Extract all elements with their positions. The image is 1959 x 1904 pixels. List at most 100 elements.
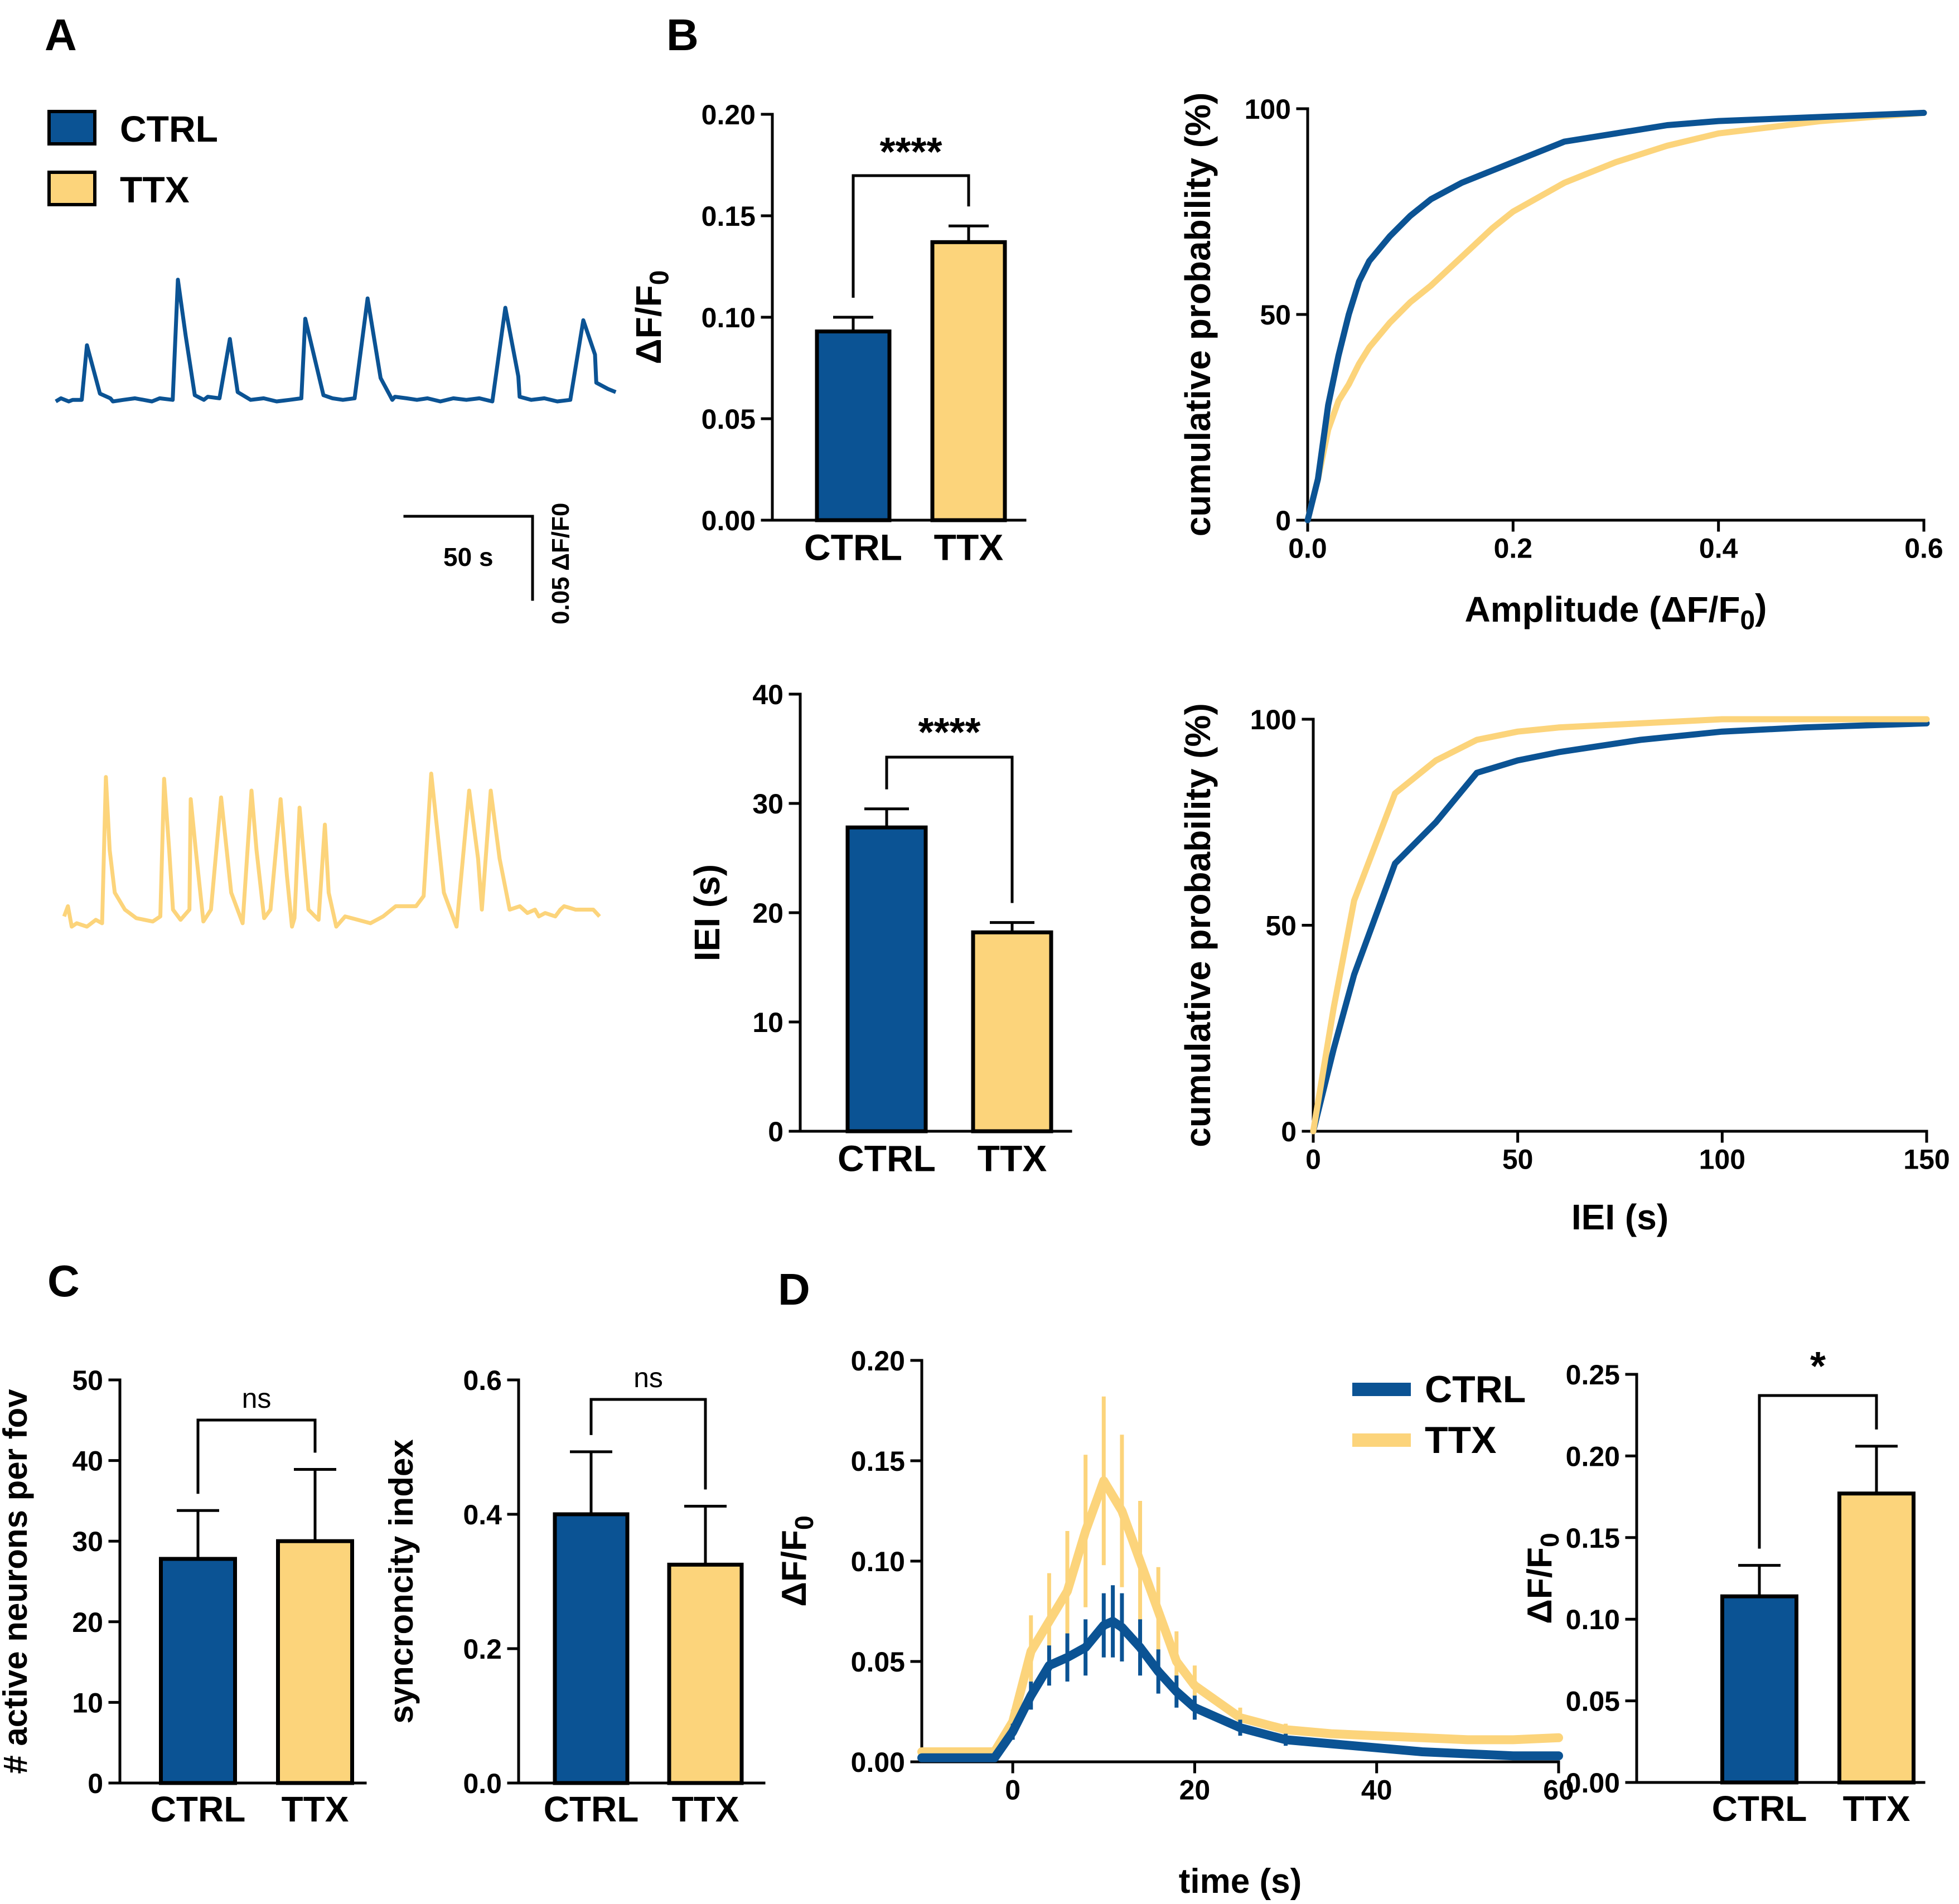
d_avg-y-axis-label: ΔF/F0 xyxy=(775,1515,819,1606)
legend-d-ctrl-label: CTRL xyxy=(1425,1368,1526,1411)
panel-label-b: B xyxy=(666,10,699,60)
d_avg-y-tick-label: 0.15 xyxy=(851,1446,905,1477)
c_active-bar-ttx xyxy=(276,1539,354,1785)
c_sync-y-tick-label: 0.0 xyxy=(463,1768,502,1799)
d_avg-y-tick-label: 0.05 xyxy=(851,1646,905,1678)
d_avg-y-tick-label: 0.20 xyxy=(851,1345,905,1377)
c_sync-y-axis-label: syncroncity index xyxy=(383,1439,420,1723)
b_amp_cdf-y-tick-label: 100 xyxy=(1245,94,1291,125)
b_iei_cdf-chart: 0 50 100 0 50 100 150 IEI (s) cumulative probabi… xyxy=(1178,703,1950,1237)
c_sync-y-tick-label: 0.2 xyxy=(463,1634,502,1665)
d_avg-x-tick-label: 60 xyxy=(1543,1775,1574,1806)
d_avg-chart: 0.00 0.05 0.10 0.15 0.20 0 20 40 60 time (s) ΔF/F0 xyxy=(775,1345,1574,1901)
d_bar-category-label: CTRL xyxy=(1712,1789,1807,1829)
c_active-y-tick-label: 10 xyxy=(72,1687,103,1718)
b_amp_cdf-chart: 0 50 100 0.0 0.2 0.4 0.6 Amplitude (ΔF/F0) cumul… xyxy=(1178,93,1943,636)
legend-a-ctrl-swatch xyxy=(47,110,96,146)
d_bar-y-tick-label: 0.10 xyxy=(1566,1604,1620,1635)
d_avg-series-ttx xyxy=(917,1476,1563,1756)
b_iei_bar-significance-bracket xyxy=(885,755,1014,903)
c_active-y-tick-label: 30 xyxy=(72,1526,103,1557)
c_active-y-tick-label: 40 xyxy=(72,1446,103,1477)
c_sync-chart: 0.0 0.2 0.4 0.6 CTRL TTX ns syncroncity index xyxy=(383,1362,766,1829)
scale-bar: 50 s 0.05 ΔF/F0 xyxy=(403,503,574,624)
trace-ttx xyxy=(62,772,601,929)
d_avg-x-tick-label: 20 xyxy=(1179,1775,1211,1806)
b_iei_cdf-x-tick-label: 50 xyxy=(1502,1144,1534,1175)
scale-bar-time-label: 50 s xyxy=(443,542,494,571)
d_bar-bar-ttx xyxy=(1837,1491,1916,1785)
b_amp_cdf-y-tick-label: 50 xyxy=(1260,299,1291,331)
b_amp_bar-y-tick-label: 0.00 xyxy=(702,505,756,536)
d_avg-y-tick-label: 0.10 xyxy=(851,1546,905,1577)
b_iei_cdf-y-tick-label: 50 xyxy=(1265,910,1297,942)
c_sync-category-label: TTX xyxy=(672,1789,739,1829)
b_amp_cdf-y-axis-label: cumulative probability (%) xyxy=(1178,93,1218,537)
c_sync-bar-ctrl xyxy=(553,1512,630,1785)
b_amp_cdf-x-tick-label: 0.6 xyxy=(1904,533,1943,564)
b_iei_cdf-x-tick-label: 150 xyxy=(1903,1144,1950,1175)
panel-label-a: A xyxy=(45,10,77,60)
panel-label-c: C xyxy=(47,1256,80,1306)
legend-d-ttx-label: TTX xyxy=(1425,1419,1496,1461)
c_sync-significance-label: ns xyxy=(633,1362,663,1393)
d_avg-x-tick-label: 0 xyxy=(1005,1775,1020,1806)
legend-a-ttx-swatch xyxy=(47,171,96,206)
c_active-y-tick-label: 50 xyxy=(72,1365,103,1396)
c_active-category-label: TTX xyxy=(282,1789,349,1829)
b_iei_bar-significance-label: **** xyxy=(918,710,980,755)
d_bar-y-tick-label: 0.25 xyxy=(1566,1359,1620,1391)
b_iei_bar-chart: 0 10 20 30 40 CTRL TTX **** IEI (s) xyxy=(687,679,1072,1179)
d_avg-series-ctrl xyxy=(917,1617,1563,1762)
b_iei_bar-y-tick-label: 20 xyxy=(752,898,783,929)
b_iei_cdf-y-axis-label: cumulative probability (%) xyxy=(1178,703,1218,1147)
d_bar-y-tick-label: 0.05 xyxy=(1566,1686,1620,1717)
legend-d: CTRL TTX xyxy=(1352,1368,1526,1461)
scale-bar-lines xyxy=(403,515,534,601)
legend-a-ctrl-label: CTRL xyxy=(120,108,218,149)
c_active-y-tick-label: 20 xyxy=(72,1607,103,1638)
c_active-significance-label: ns xyxy=(242,1383,272,1414)
b_iei_cdf-x-tick-label: 100 xyxy=(1699,1144,1745,1175)
c_active-category-label: CTRL xyxy=(151,1789,246,1829)
b_amp_cdf-series-ctrl xyxy=(1304,109,1927,524)
b_iei_cdf-series-ctrl xyxy=(1310,720,1930,1135)
d_avg-x-tick-label: 40 xyxy=(1361,1775,1392,1806)
b_iei_cdf-y-tick-label: 0 xyxy=(1281,1116,1297,1147)
b_amp_bar-bar-ttx xyxy=(930,240,1007,522)
b_iei_bar-bar-ttx xyxy=(971,930,1053,1133)
b_amp_cdf-x-axis-label: Amplitude (ΔF/F0) xyxy=(1465,587,1767,636)
b_amp_bar-significance-bracket xyxy=(852,174,970,298)
b_amp_bar-significance-label: **** xyxy=(879,130,942,175)
b_amp_bar-y-tick-label: 0.10 xyxy=(702,302,756,333)
b_iei_cdf-y-tick-label: 100 xyxy=(1250,704,1297,735)
d_bar-chart: 0.00 0.05 0.10 0.15 0.20 0.25 CTRL TTX * ΔF/F0 xyxy=(1521,1344,1926,1829)
b_amp_bar-y-tick-label: 0.15 xyxy=(702,201,756,232)
d_bar-y-axis-label: ΔF/F0 xyxy=(1521,1533,1564,1624)
b_iei_bar-y-axis-label: IEI (s) xyxy=(687,864,727,961)
b_amp_cdf-x-tick-label: 0.2 xyxy=(1494,533,1533,564)
c_sync-y-tick-label: 0.6 xyxy=(463,1365,502,1396)
b_amp_cdf-series-ttx xyxy=(1304,109,1927,524)
d_bar-y-tick-label: 0.15 xyxy=(1566,1523,1620,1554)
b_amp_bar-category-label: CTRL xyxy=(804,526,902,568)
b_amp_bar-category-label: TTX xyxy=(934,526,1004,568)
legend-a-ttx-label: TTX xyxy=(120,169,190,210)
c_active-chart: 0 10 20 30 40 50 CTRL TTX ns # active neurons per… xyxy=(0,1365,367,1829)
b_amp_bar-bar-ctrl xyxy=(815,329,892,522)
b_amp_cdf-x-tick-label: 0.0 xyxy=(1288,533,1327,564)
trace-ctrl xyxy=(55,278,617,404)
d_bar-bar-ctrl xyxy=(1720,1594,1798,1785)
d_bar-significance-label: * xyxy=(1810,1344,1826,1389)
d_avg-y-tick-label: 0.00 xyxy=(851,1747,905,1778)
b_amp_bar-y-axis-label: ΔF/F0 xyxy=(628,270,674,365)
c_sync-category-label: CTRL xyxy=(544,1789,639,1829)
b_iei_bar-y-tick-label: 0 xyxy=(768,1116,783,1147)
b_iei_bar-y-tick-label: 40 xyxy=(752,679,783,710)
d_bar-category-label: TTX xyxy=(1843,1789,1910,1829)
b_iei_bar-y-tick-label: 30 xyxy=(752,788,783,820)
d_bar-y-tick-label: 0.20 xyxy=(1566,1441,1620,1472)
b_iei_bar-category-label: TTX xyxy=(978,1137,1047,1179)
